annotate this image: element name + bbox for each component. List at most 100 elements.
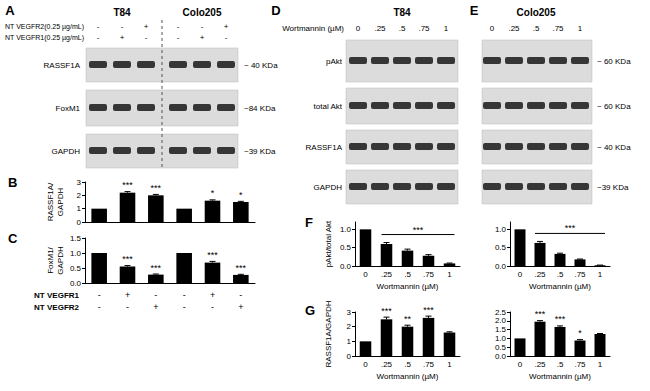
svg-text:***: *** (381, 306, 392, 316)
svg-text:0.0: 0.0 (495, 352, 507, 361)
svg-text:-: - (201, 22, 204, 31)
svg-text:-: - (98, 302, 101, 312)
svg-text:GAPDH: GAPDH (56, 188, 65, 217)
svg-text:.75: .75 (423, 360, 435, 369)
svg-text:2.5: 2.5 (495, 308, 507, 317)
svg-text:0: 0 (518, 360, 523, 369)
svg-text:+: + (120, 33, 125, 42)
svg-text:1: 1 (578, 24, 583, 33)
svg-text:*: * (578, 328, 582, 338)
svg-text:0: 0 (363, 360, 368, 369)
svg-text:-: - (154, 290, 157, 300)
svg-text:NT VEGFR1: NT VEGFR1 (34, 291, 79, 300)
svg-text:total Akt: total Akt (314, 102, 343, 111)
svg-text:~ 40 KDa: ~ 40 KDa (244, 61, 278, 70)
svg-text:.5: .5 (404, 270, 411, 279)
svg-text:1: 1 (598, 270, 603, 279)
svg-text:1.5: 1.5 (70, 234, 82, 243)
svg-text:Wortmannin (µM): Wortmannin (µM) (377, 282, 439, 291)
svg-text:***: *** (535, 309, 546, 319)
svg-text:-: - (145, 33, 148, 42)
svg-text:.75: .75 (423, 270, 435, 279)
svg-text:Colo205: Colo205 (183, 7, 222, 18)
svg-text:***: *** (236, 263, 247, 273)
svg-text:***: *** (423, 305, 434, 315)
svg-text:.25: .25 (534, 270, 546, 279)
svg-text:-: - (126, 302, 129, 312)
svg-text:0: 0 (490, 24, 495, 33)
svg-text:GAPDH: GAPDH (314, 183, 343, 192)
svg-text:3: 3 (347, 308, 352, 317)
svg-text:-: - (225, 33, 228, 42)
svg-text:.75: .75 (418, 24, 430, 33)
svg-text:0.0: 0.0 (340, 262, 352, 271)
svg-text:RASSF1A: RASSF1A (44, 61, 81, 70)
svg-text:F: F (305, 215, 313, 230)
svg-text:-: - (177, 22, 180, 31)
svg-text:0: 0 (356, 24, 361, 33)
svg-text:***: *** (207, 250, 218, 260)
svg-text:***: *** (151, 263, 162, 273)
svg-text:.5: .5 (533, 24, 540, 33)
svg-text:1: 1 (447, 270, 452, 279)
svg-text:1: 1 (444, 24, 449, 33)
svg-text:0.0: 0.0 (70, 279, 82, 288)
svg-text:-: - (183, 290, 186, 300)
svg-text:NT VEGFR2: NT VEGFR2 (34, 303, 79, 312)
svg-text:0.5: 0.5 (495, 243, 507, 252)
svg-text:*: * (211, 188, 215, 198)
svg-text:B: B (8, 175, 17, 190)
svg-text:***: *** (122, 254, 133, 264)
svg-text:***: *** (151, 183, 162, 193)
svg-text:+: + (224, 22, 229, 31)
svg-text:0: 0 (347, 352, 352, 361)
svg-text:RASSF1A/GAPDH: RASSF1A/GAPDH (324, 300, 333, 367)
svg-text:A: A (5, 3, 15, 18)
svg-text:.25: .25 (381, 360, 393, 369)
svg-text:+: + (144, 22, 149, 31)
svg-text:0: 0 (363, 270, 368, 279)
svg-text:1.0: 1.0 (495, 334, 507, 343)
svg-text:NT VEGFR1(0.25 µg/mL): NT VEGFR1(0.25 µg/mL) (5, 34, 84, 42)
svg-text:FoxM1/: FoxM1/ (46, 246, 55, 273)
svg-text:-: - (97, 22, 100, 31)
svg-text:RASSF1A: RASSF1A (306, 143, 343, 152)
svg-text:.75: .75 (574, 270, 586, 279)
svg-text:~84 KDa: ~84 KDa (244, 104, 276, 113)
svg-text:.25: .25 (508, 24, 520, 33)
svg-text:+: + (200, 33, 205, 42)
svg-text:0.5: 0.5 (495, 343, 507, 352)
svg-text:+: + (153, 302, 158, 312)
svg-text:~39 KDa: ~39 KDa (597, 183, 629, 192)
svg-text:Wortmannin (µM): Wortmannin (µM) (529, 372, 591, 381)
svg-text:-: - (98, 290, 101, 300)
svg-text:***: *** (413, 225, 424, 235)
svg-text:***: *** (565, 223, 576, 233)
svg-text:+: + (125, 290, 130, 300)
svg-text:Wortmannin (µM): Wortmannin (µM) (377, 372, 439, 381)
svg-text:Wortmannin (µM): Wortmannin (µM) (282, 24, 344, 33)
svg-text:.25: .25 (381, 270, 393, 279)
svg-text:-: - (97, 33, 100, 42)
svg-text:+: + (238, 302, 243, 312)
svg-text:C: C (8, 231, 18, 246)
svg-text:NT VEGFR2(0.25 µg/mL): NT VEGFR2(0.25 µg/mL) (5, 23, 84, 31)
svg-text:.5: .5 (404, 360, 411, 369)
svg-text:1.0: 1.0 (70, 249, 82, 258)
svg-text:~39 KDa: ~39 KDa (244, 147, 276, 156)
svg-text:***: *** (555, 314, 566, 324)
svg-text:.5: .5 (399, 24, 406, 33)
svg-text:T84: T84 (113, 7, 131, 18)
svg-text:0.5: 0.5 (340, 243, 352, 252)
svg-text:Wortmannin (µM): Wortmannin (µM) (529, 282, 591, 291)
svg-text:D: D (271, 3, 280, 18)
svg-text:FoxM1: FoxM1 (56, 104, 81, 113)
svg-text:*: * (239, 190, 243, 200)
svg-text:1: 1 (447, 360, 452, 369)
svg-text:1: 1 (598, 360, 603, 369)
svg-text:1.0: 1.0 (495, 225, 507, 234)
svg-text:2: 2 (347, 322, 352, 331)
svg-text:1: 1 (77, 204, 82, 213)
svg-text:~ 60 KDa: ~ 60 KDa (597, 102, 631, 111)
svg-text:.5: .5 (557, 270, 564, 279)
